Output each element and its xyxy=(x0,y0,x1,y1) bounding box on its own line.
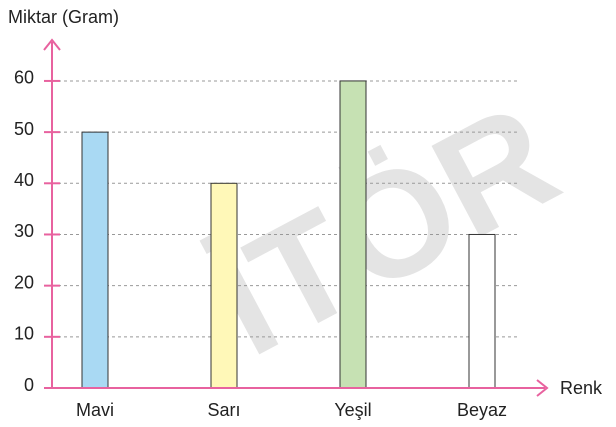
y-tick-label: 30 xyxy=(14,221,34,241)
grid xyxy=(52,80,520,338)
y-axis-label: Miktar (Gram) xyxy=(8,7,119,27)
y-tick-label: 50 xyxy=(14,119,34,139)
x-tick-label: Beyaz xyxy=(457,400,507,420)
x-tick-label: Sarı xyxy=(207,400,240,420)
y-tick-label: 40 xyxy=(14,170,34,190)
y-tick-label: 0 xyxy=(24,375,34,395)
bar xyxy=(210,182,238,389)
bar xyxy=(339,80,367,389)
x-axis-label: Renk xyxy=(560,378,603,398)
bars xyxy=(81,80,496,389)
x-tick-label: Yeşil xyxy=(334,400,371,420)
bar xyxy=(81,131,109,389)
bar xyxy=(468,233,496,389)
y-tick-label: 60 xyxy=(14,68,34,88)
x-axis xyxy=(51,379,549,397)
x-tick-label: Mavi xyxy=(76,400,114,420)
y-tick-label: 20 xyxy=(14,272,34,292)
y-tick-label: 10 xyxy=(14,324,34,344)
watermark: İTÖR xyxy=(187,71,582,388)
y-axis xyxy=(43,38,61,389)
